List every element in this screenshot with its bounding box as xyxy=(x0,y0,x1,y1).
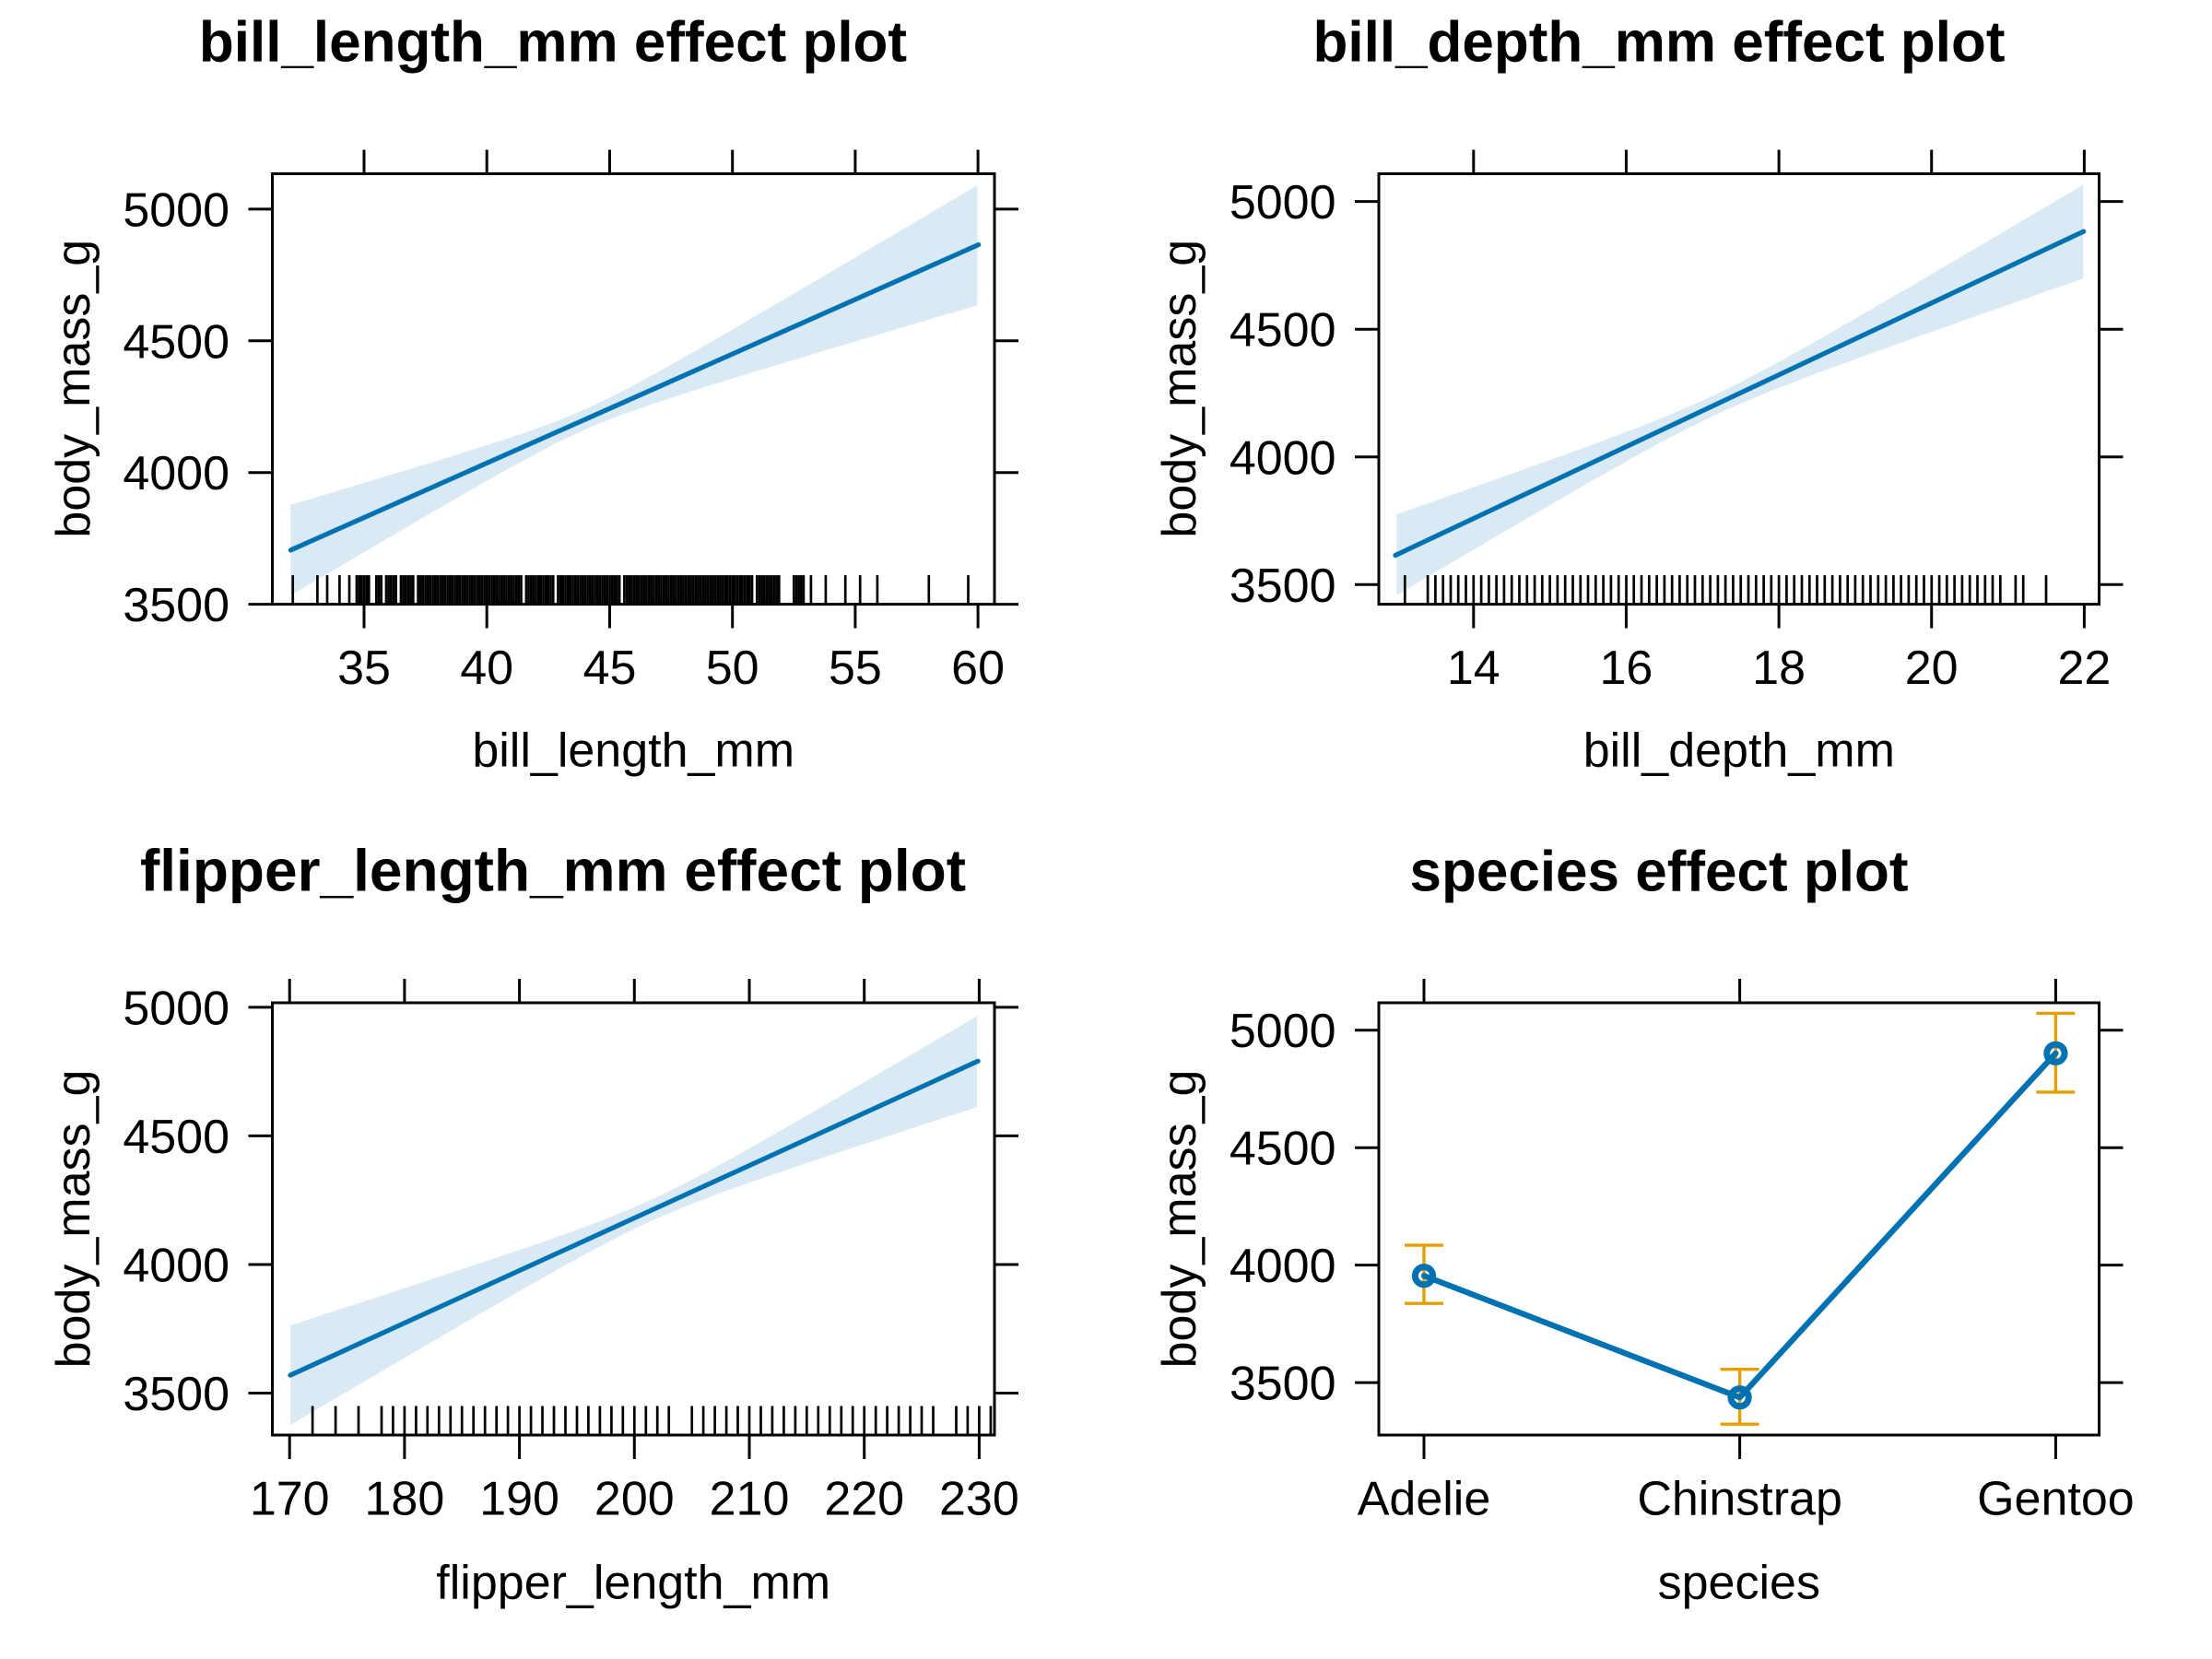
svg-text:flipper_length_mm effect plot: flipper_length_mm effect plot xyxy=(140,838,966,904)
svg-text:45: 45 xyxy=(583,641,637,695)
svg-text:5000: 5000 xyxy=(1230,176,1336,229)
svg-text:190: 190 xyxy=(479,1473,559,1526)
svg-text:bill_depth_mm: bill_depth_mm xyxy=(1583,724,1895,778)
svg-text:4000: 4000 xyxy=(123,447,229,500)
svg-text:4000: 4000 xyxy=(1230,431,1336,485)
svg-text:body_mass_g: body_mass_g xyxy=(1153,240,1206,538)
svg-text:180: 180 xyxy=(365,1473,445,1526)
svg-text:16: 16 xyxy=(1599,641,1653,695)
svg-text:bill_length_mm: bill_length_mm xyxy=(472,724,794,778)
svg-text:40: 40 xyxy=(460,641,513,695)
svg-text:Chinstrap: Chinstrap xyxy=(1637,1473,1842,1526)
svg-text:body_mass_g: body_mass_g xyxy=(47,240,100,538)
svg-text:200: 200 xyxy=(594,1473,675,1526)
svg-text:55: 55 xyxy=(829,641,882,695)
svg-text:3500: 3500 xyxy=(1230,559,1336,613)
svg-text:species effect plot: species effect plot xyxy=(1410,841,1909,904)
svg-text:14: 14 xyxy=(1447,641,1500,695)
svg-text:Adelie: Adelie xyxy=(1358,1473,1491,1526)
svg-text:species: species xyxy=(1658,1557,1820,1610)
svg-text:3500: 3500 xyxy=(1230,1358,1336,1411)
svg-text:50: 50 xyxy=(706,641,759,695)
svg-text:3500: 3500 xyxy=(123,579,229,632)
svg-text:body_mass_g: body_mass_g xyxy=(1153,1070,1206,1369)
svg-text:60: 60 xyxy=(951,641,1005,695)
svg-text:220: 220 xyxy=(824,1473,904,1526)
svg-text:230: 230 xyxy=(939,1473,1019,1526)
svg-text:35: 35 xyxy=(337,641,391,695)
svg-text:170: 170 xyxy=(250,1473,330,1526)
svg-text:Gentoo: Gentoo xyxy=(1977,1473,2135,1526)
svg-text:4500: 4500 xyxy=(1230,304,1336,358)
svg-text:22: 22 xyxy=(2057,641,2111,695)
svg-text:4000: 4000 xyxy=(123,1240,229,1293)
svg-text:3500: 3500 xyxy=(123,1368,229,1421)
svg-text:bill_depth_mm effect plot: bill_depth_mm effect plot xyxy=(1313,11,2006,75)
svg-text:bill_length_mm effect plot: bill_length_mm effect plot xyxy=(199,11,907,75)
svg-text:4500: 4500 xyxy=(1230,1123,1336,1176)
svg-text:18: 18 xyxy=(1752,641,1806,695)
svg-text:210: 210 xyxy=(710,1473,790,1526)
svg-text:20: 20 xyxy=(1905,641,1959,695)
svg-text:flipper_length_mm: flipper_length_mm xyxy=(436,1557,830,1610)
svg-text:4000: 4000 xyxy=(1230,1240,1336,1293)
svg-text:5000: 5000 xyxy=(1230,1005,1336,1058)
svg-text:body_mass_g: body_mass_g xyxy=(47,1070,100,1369)
svg-text:5000: 5000 xyxy=(123,183,229,237)
svg-text:5000: 5000 xyxy=(123,982,229,1035)
svg-text:4500: 4500 xyxy=(123,315,229,369)
svg-text:4500: 4500 xyxy=(123,1111,229,1164)
